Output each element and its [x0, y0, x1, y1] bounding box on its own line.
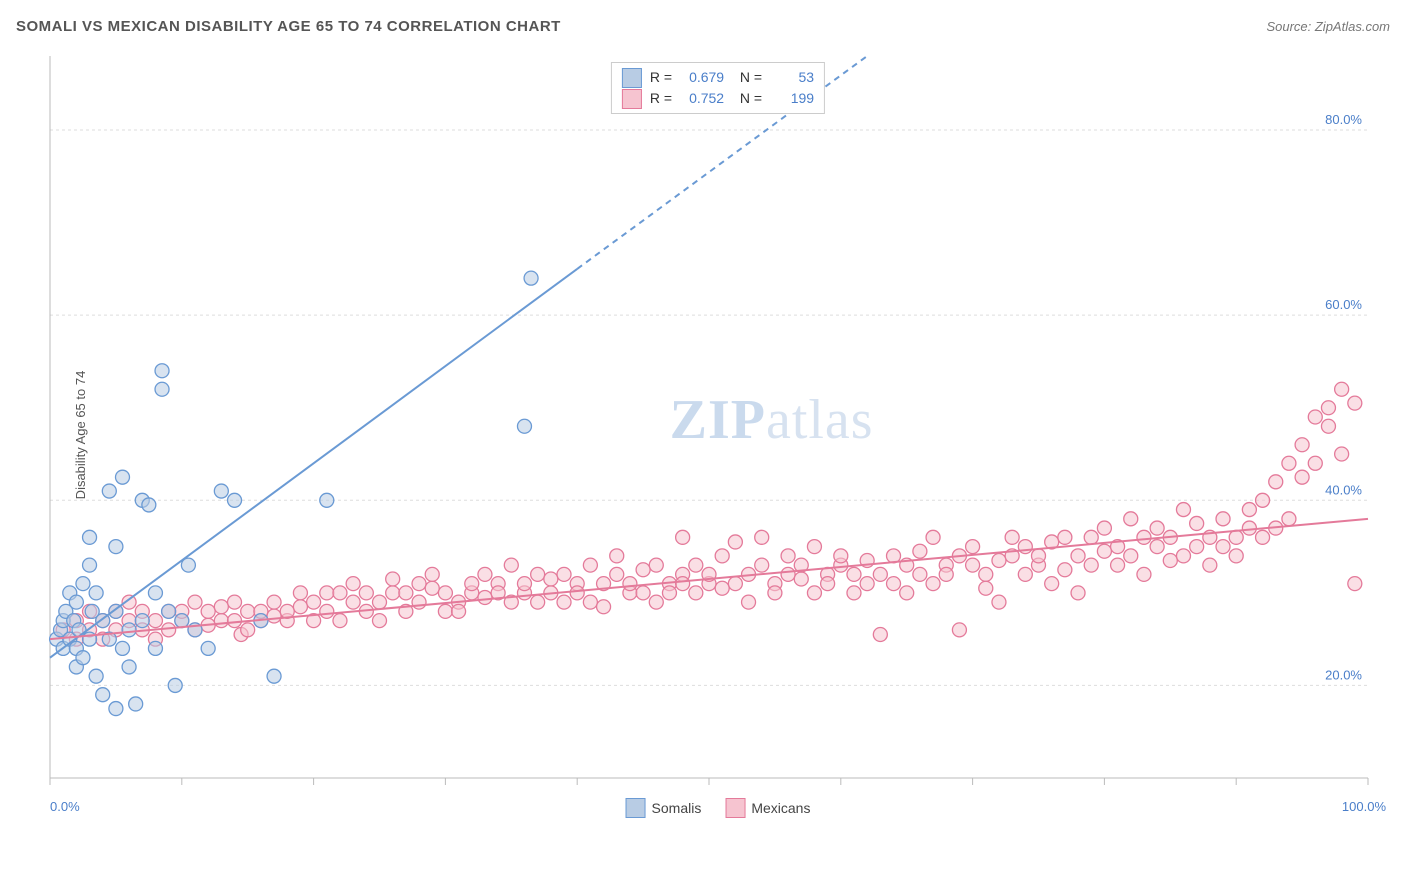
r-label: R = — [650, 88, 672, 109]
svg-text:60.0%: 60.0% — [1325, 297, 1362, 312]
n-label: N = — [732, 67, 762, 88]
swatch-somalis — [622, 68, 642, 88]
swatch-mexicans — [622, 89, 642, 109]
stats-row-somalis: R = 0.679 N = 53 — [622, 67, 814, 88]
x-axis-max-label: 100.0% — [1342, 799, 1386, 814]
source-label: Source: ZipAtlas.com — [1266, 19, 1390, 34]
legend-label-somalis: Somalis — [652, 800, 702, 816]
r-label: R = — [650, 67, 672, 88]
n-label: N = — [732, 88, 762, 109]
swatch-somalis-icon — [626, 798, 646, 818]
svg-text:40.0%: 40.0% — [1325, 482, 1362, 497]
stats-legend: R = 0.679 N = 53 R = 0.752 N = 199 — [611, 62, 825, 114]
chart-area: Disability Age 65 to 74 20.0%40.0%60.0%8… — [48, 50, 1388, 820]
legend-label-mexicans: Mexicans — [751, 800, 810, 816]
x-axis-min-label: 0.0% — [50, 799, 80, 814]
legend-item-somalis: Somalis — [626, 798, 702, 818]
swatch-mexicans-icon — [725, 798, 745, 818]
n-value-mexicans: 199 — [770, 88, 814, 109]
svg-text:80.0%: 80.0% — [1325, 112, 1362, 127]
stats-row-mexicans: R = 0.752 N = 199 — [622, 88, 814, 109]
scatter-plot: 20.0% 40.0% 60.0% 80.0% — [48, 50, 1388, 820]
legend-item-mexicans: Mexicans — [725, 798, 810, 818]
r-value-somalis: 0.679 — [680, 67, 724, 88]
n-value-somalis: 53 — [770, 67, 814, 88]
svg-text:20.0%: 20.0% — [1325, 667, 1362, 682]
chart-title: SOMALI VS MEXICAN DISABILITY AGE 65 TO 7… — [16, 18, 561, 35]
bottom-legend: Somalis Mexicans — [626, 798, 811, 818]
r-value-mexicans: 0.752 — [680, 88, 724, 109]
